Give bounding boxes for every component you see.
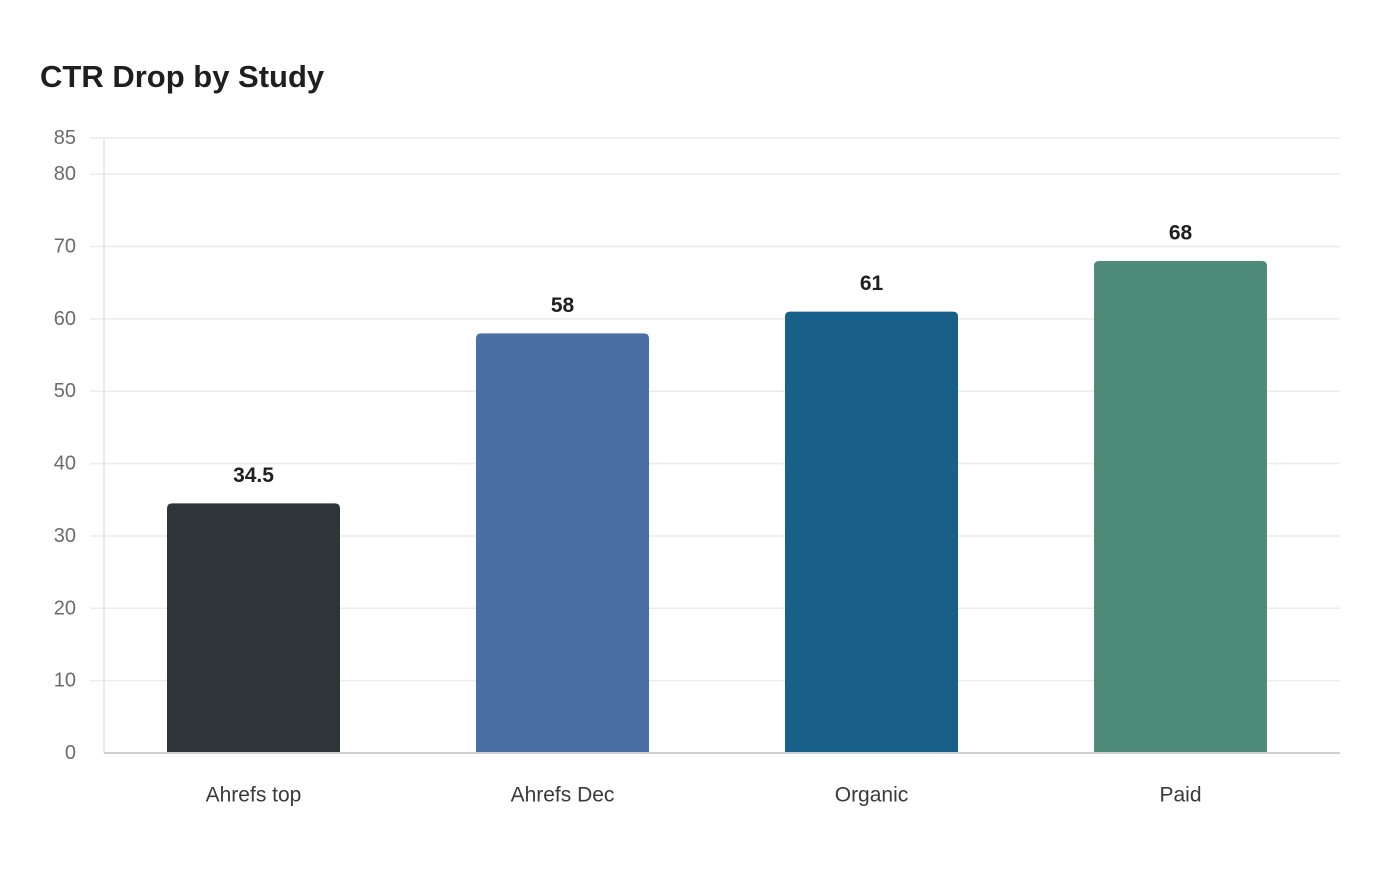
value-labels: 34.5 58 61 68	[233, 222, 1192, 487]
x-tick-label-organic: Organic	[835, 784, 909, 807]
x-axis-labels: Ahrefs top Ahrefs Dec Organic Paid	[206, 784, 1202, 807]
value-label-ahrefs-dec: 58	[551, 294, 575, 317]
value-label-paid: 68	[1169, 222, 1193, 245]
y-tick-label-50: 50	[54, 380, 76, 402]
y-tick-label-20: 20	[54, 597, 76, 619]
bar-organic	[785, 311, 958, 753]
y-tick-label-10: 10	[54, 670, 76, 692]
chart-title: CTR Drop by Study	[40, 59, 325, 94]
value-label-organic: 61	[860, 272, 884, 295]
bar-ahrefs-dec	[476, 333, 649, 753]
y-tick-label-40: 40	[54, 453, 76, 475]
y-tick-label-70: 70	[54, 236, 76, 258]
y-tick-label-0: 0	[65, 742, 76, 764]
axes	[103, 138, 1340, 754]
y-tick-label-30: 30	[54, 525, 76, 547]
bar-paid	[1094, 261, 1267, 753]
x-tick-label-ahrefs-top: Ahrefs top	[206, 784, 302, 807]
bar-ahrefs-top	[167, 503, 340, 753]
value-label-ahrefs-top: 34.5	[233, 464, 274, 487]
y-tick-label-60: 60	[54, 308, 76, 330]
bars	[167, 261, 1267, 753]
x-tick-label-paid: Paid	[1159, 784, 1201, 807]
y-axis-ticks: 0 10 20 30 40 50 60 70 80 85	[54, 127, 76, 764]
y-tick-label-85: 85	[54, 127, 76, 149]
y-tick-label-80: 80	[54, 163, 76, 185]
x-tick-label-ahrefs-dec: Ahrefs Dec	[511, 784, 615, 807]
